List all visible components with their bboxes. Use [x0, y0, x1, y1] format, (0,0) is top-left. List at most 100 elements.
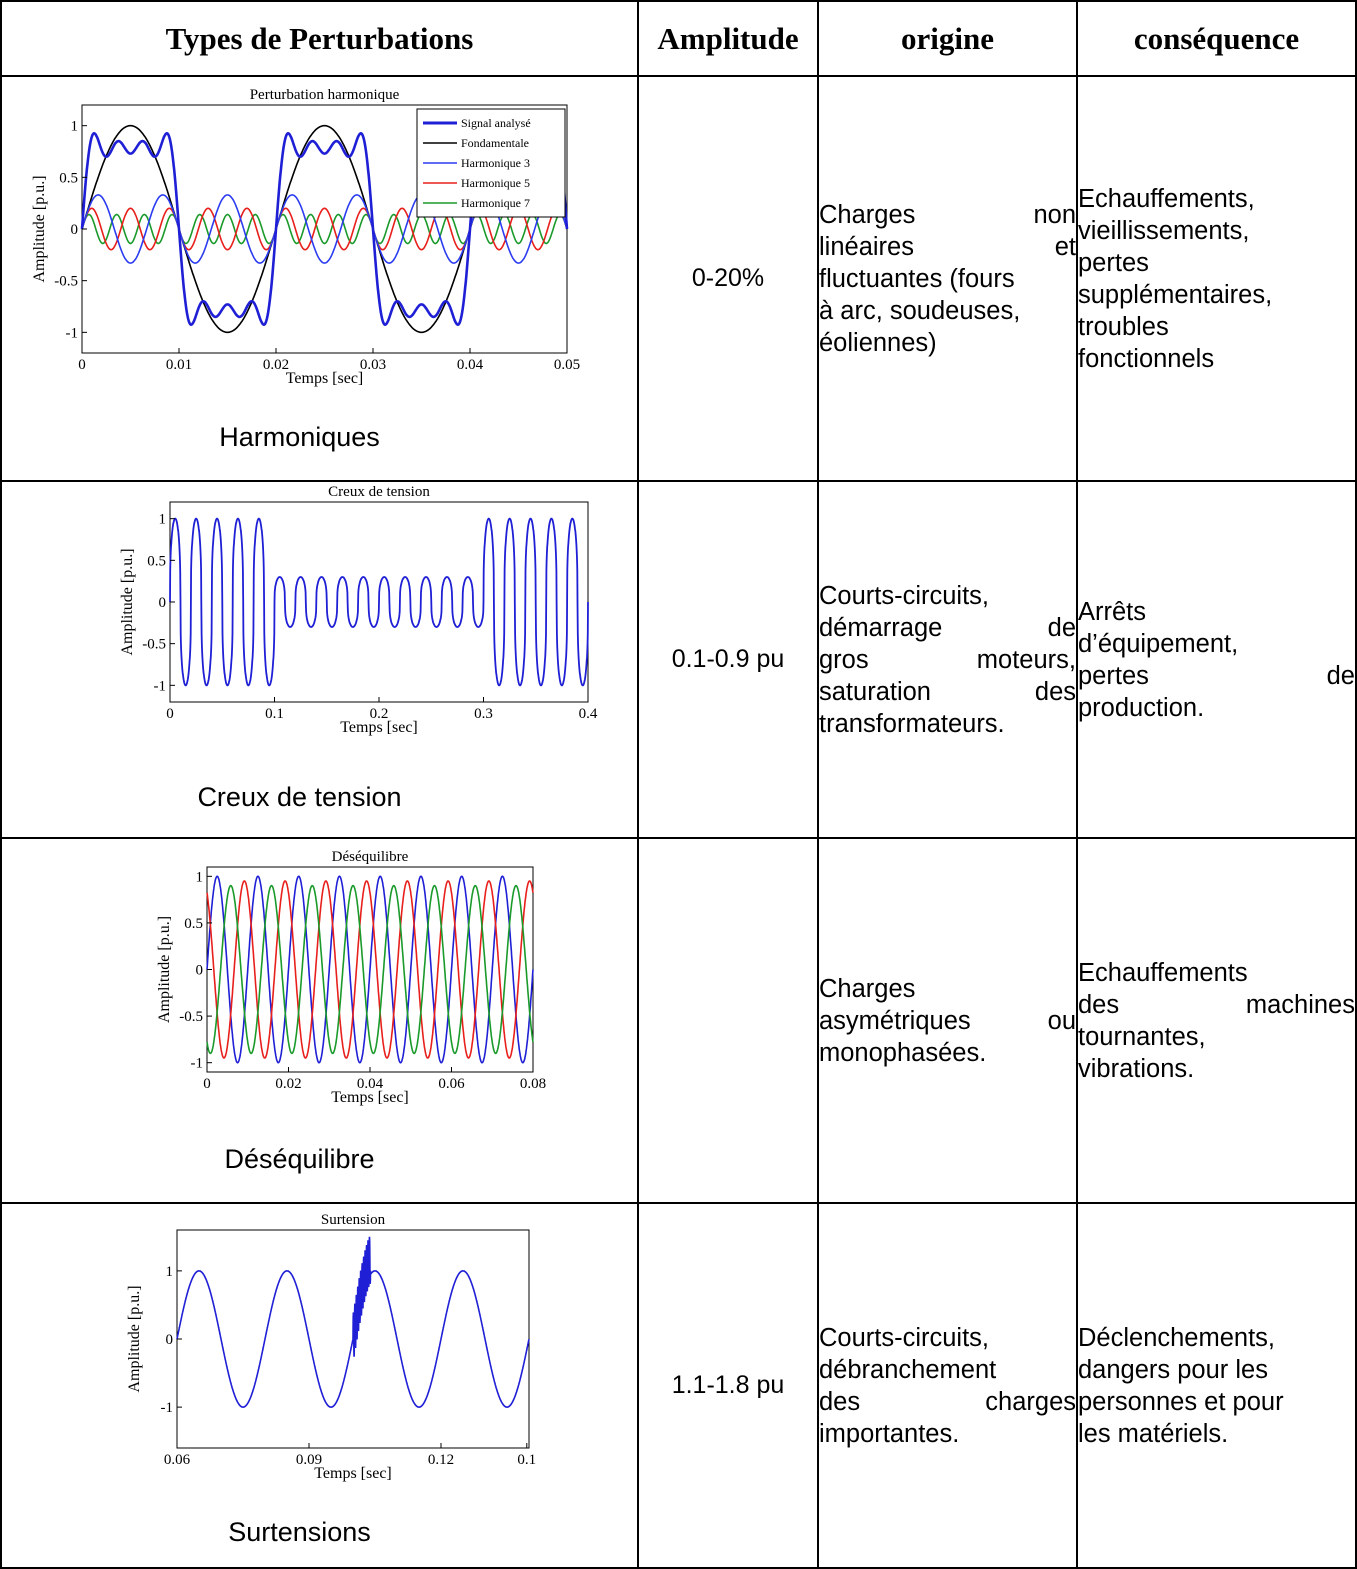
- y-axis-label: Amplitude [p.u.]: [156, 916, 173, 1023]
- origine-line: monophasées.: [819, 1038, 987, 1067]
- x-tick-label: 0.2: [370, 706, 389, 722]
- origine-line: asymétriques ou: [819, 1006, 1076, 1035]
- y-tick-label: 0.5: [184, 916, 203, 932]
- origine-line: importantes.: [819, 1419, 960, 1448]
- consequence-line: des machines: [1078, 990, 1355, 1019]
- origine-line: Courts-circuits,: [819, 1323, 990, 1352]
- x-tick-label: 0.08: [520, 1076, 546, 1092]
- x-tick-label: 0.06: [164, 1452, 191, 1468]
- series-line: [206, 875, 534, 1064]
- type-cell-surtension: Surtension 0.06 0.09 0.12 0.1 1 0 -1 Temps [sec]…: [0, 1202, 639, 1569]
- consequence-line: personnes et pour: [1078, 1387, 1284, 1416]
- legend-label: Harmonique 3: [461, 156, 530, 170]
- type-cell-harmoniques: Perturbation harmonique 0 0.01 0.02 0.03 0.04…: [0, 75, 639, 482]
- chart-title: Perturbation harmonique: [250, 87, 400, 103]
- origine-line: à arc, soudeuses,: [819, 296, 1021, 325]
- consequence-line: production.: [1078, 693, 1205, 722]
- consequence-cell: Arrêts d’équipement, pertes de productio…: [1076, 480, 1357, 839]
- legend-label: Signal analysé: [461, 116, 531, 130]
- x-tick-label: 0.02: [275, 1076, 301, 1092]
- origine-cell: Courts-circuits, débranchement des charg…: [817, 1202, 1078, 1569]
- consequence-line: pertes: [1078, 248, 1149, 277]
- origine-cell: Courts-circuits, démarrage de gros moteu…: [817, 480, 1078, 839]
- series-line: [81, 207, 568, 251]
- table-row: Perturbation harmonique 0 0.01 0.02 0.03 0.04…: [0, 75, 1357, 482]
- type-caption: Creux de tension: [197, 782, 402, 812]
- origine-line: des charges: [819, 1387, 1076, 1416]
- origine-line: Charges: [819, 974, 916, 1003]
- type-caption: Harmoniques: [219, 422, 380, 452]
- y-tick-label: -0.5: [142, 637, 166, 653]
- x-tick-label: 0.12: [428, 1452, 454, 1468]
- y-axis-label: Amplitude [p.u.]: [126, 1285, 143, 1392]
- series-line: [176, 1236, 530, 1408]
- header-origine: origine: [817, 0, 1078, 77]
- x-tick-label: 0.02: [263, 357, 289, 373]
- x-axis-label: Temps [sec]: [331, 1089, 409, 1106]
- origine-line: linéaires et: [819, 232, 1076, 261]
- header-amplitude: Amplitude: [637, 0, 819, 77]
- y-tick-label: 1: [196, 869, 204, 885]
- series-line: [206, 880, 534, 1059]
- x-axis-label: Temps [sec]: [314, 1465, 392, 1482]
- x-axis-label: Temps [sec]: [340, 719, 418, 736]
- consequence-line: supplémentaires,: [1078, 280, 1273, 309]
- legend-label: Fondamentale: [461, 136, 529, 150]
- consequence-line: Arrêts: [1078, 597, 1147, 626]
- header-row: Types de Perturbations Amplitude origine…: [0, 0, 1357, 77]
- x-tick-label: 0.09: [296, 1452, 322, 1468]
- swell-chart: Surtension 0.06 0.09 0.12 0.1 1 0 -1 Temps [sec]…: [126, 1212, 536, 1482]
- consequence-cell: Echauffements des machines tournantes, v…: [1076, 837, 1357, 1204]
- x-tick-label: 0: [166, 706, 174, 722]
- origine-line: Charges non: [819, 200, 1076, 229]
- header-types: Types de Perturbations: [0, 0, 639, 77]
- origine-cell: Charges asymétriques ou monophasées.: [817, 837, 1078, 1204]
- y-tick-label: -1: [66, 325, 79, 341]
- y-tick-label: -0.5: [54, 274, 78, 290]
- sag-chart: Creux de tension 0 0.1 0.2 0.3 0.4 1 0.5 0 -0.5 -1…: [119, 484, 598, 736]
- y-tick-label: -1: [154, 678, 167, 694]
- x-tick-label: 0.3: [474, 706, 493, 722]
- consequence-line: troubles: [1078, 312, 1169, 341]
- table-row: Creux de tension 0 0.1 0.2 0.3 0.4 1 0.5 0 -0.5 -1…: [0, 480, 1357, 839]
- origine-line: gros moteurs,: [819, 645, 1076, 674]
- y-tick-label: 0: [166, 1332, 174, 1348]
- x-tick-label: 0.1: [517, 1452, 536, 1468]
- x-tick-label: 0.4: [579, 706, 598, 722]
- consequence-line: pertes de: [1078, 661, 1355, 690]
- consequence-line: d’équipement,: [1078, 629, 1239, 658]
- origine-cell: Charges non linéaires et fluctuantes (fo…: [817, 75, 1078, 482]
- x-tick-label: 0: [78, 357, 86, 373]
- amplitude-cell: 0.1-0.9 pu: [637, 480, 819, 839]
- consequence-line: les matériels.: [1078, 1419, 1229, 1448]
- y-tick-label: -0.5: [179, 1009, 203, 1025]
- legend-label: Harmonique 7: [461, 196, 530, 210]
- y-tick-label: 1: [71, 119, 79, 135]
- consequence-line: Echauffements: [1078, 958, 1248, 987]
- consequence-line: fonctionnels: [1078, 344, 1215, 373]
- origine-line: éoliennes): [819, 328, 937, 357]
- type-caption: Surtensions: [228, 1517, 371, 1547]
- y-tick-label: 1: [159, 512, 167, 528]
- chart-title: Surtension: [321, 1212, 386, 1228]
- amplitude-cell: 0-20%: [637, 75, 819, 482]
- consequence-cell: Déclenchements, dangers pour les personn…: [1076, 1202, 1357, 1569]
- type-cell-desequilibre: Déséquilibre 0 0.02 0.04 0.06 0.08 1 0.5 0 -0.5 -1…: [0, 837, 639, 1204]
- x-tick-label: 0.04: [357, 1076, 384, 1092]
- y-tick-label: 0.5: [147, 553, 166, 569]
- y-tick-label: 0: [71, 222, 79, 238]
- harmonic-chart: Perturbation harmonique 0 0.01 0.02 0.03 0.04…: [31, 87, 580, 387]
- header-consequence: conséquence: [1076, 0, 1357, 77]
- amplitude-cell: [637, 837, 819, 1204]
- chart-title: Creux de tension: [328, 484, 430, 500]
- type-cell-creux: Creux de tension 0 0.1 0.2 0.3 0.4 1 0.5 0 -0.5 -1…: [0, 480, 639, 839]
- unbalance-chart: Déséquilibre 0 0.02 0.04 0.06 0.08 1 0.5 0 -0.5 -1…: [156, 849, 546, 1106]
- series-line: [169, 517, 589, 687]
- origine-line: transformateurs.: [819, 709, 1005, 738]
- y-tick-label: 0: [196, 963, 204, 979]
- y-axis-label: Amplitude [p.u.]: [31, 175, 48, 282]
- origine-line: saturation des: [819, 677, 1076, 706]
- y-tick-label: -1: [191, 1056, 204, 1072]
- series-line: [206, 884, 534, 1055]
